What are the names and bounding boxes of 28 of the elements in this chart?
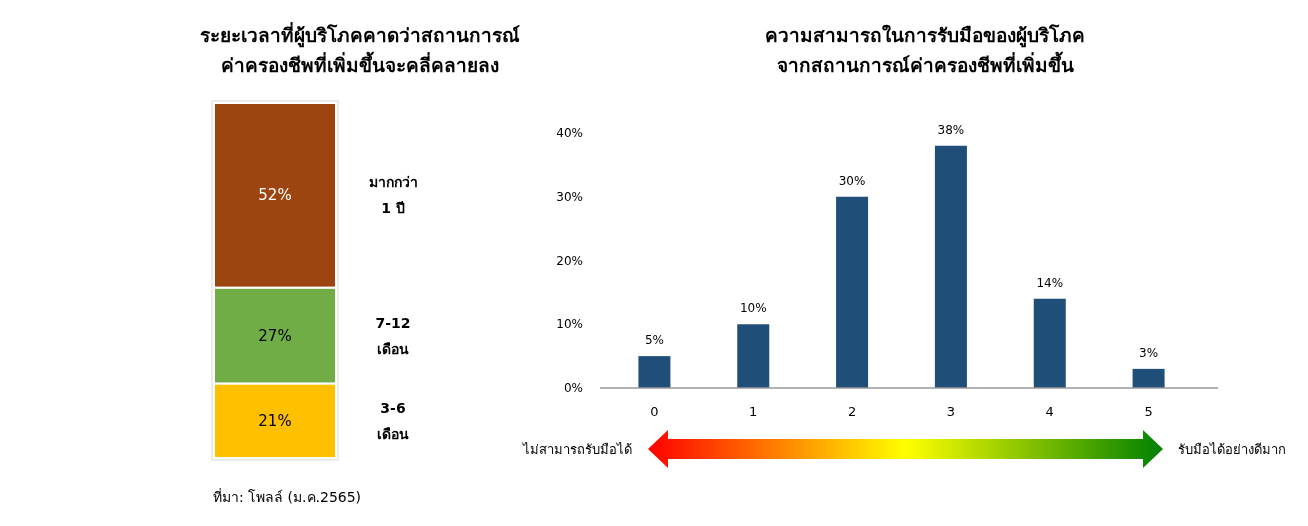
data-label: 5% bbox=[644, 333, 664, 348]
y-tick-label: 0% bbox=[563, 381, 583, 395]
text: 7-12 เดือน bbox=[375, 314, 411, 357]
chart-title: ระยะเวลาที่ผู้บริโภคคาดว่าสถานการณ์ ค่าครองชีพที่เพิ่มขึ้นจะคลี่คลายลง bbox=[200, 22, 520, 76]
text: มากกว่า 1 ปี bbox=[368, 174, 418, 217]
text: ที่มา: โพลล์ (ม.ค.2565) bbox=[213, 488, 362, 505]
data-label: 27% bbox=[258, 326, 292, 345]
text: 3-6 เดือน bbox=[377, 399, 409, 442]
x-tick-label: 4 bbox=[1045, 404, 1054, 419]
x-tick-label: 5 bbox=[1144, 404, 1153, 419]
data-label: 30% bbox=[838, 173, 866, 188]
chart-title: ความสามารถในการรับมือของผู้บริโภค จากสถานการณ์ค่าครองชีพที่เพิ่มขึ้น bbox=[765, 24, 1085, 76]
y-tick-label: 10% bbox=[556, 317, 583, 332]
x-tick-label: 3 bbox=[946, 404, 956, 419]
text: รับมือได้อย่างดีมาก bbox=[1178, 442, 1286, 457]
data-label: 21% bbox=[258, 411, 292, 430]
data-label: 38% bbox=[937, 122, 965, 137]
x-tick-label: 0 bbox=[650, 404, 659, 419]
data-label: 52% bbox=[258, 186, 292, 205]
y-tick-label: 20% bbox=[556, 253, 583, 268]
x-tick-label: 1 bbox=[749, 404, 758, 419]
y-tick-label: 40% bbox=[556, 126, 583, 140]
text: ไม่สามารถรับมือได้ bbox=[522, 442, 632, 457]
data-label: 3% bbox=[1139, 345, 1159, 360]
data-label: 10% bbox=[739, 301, 767, 316]
data-label: 14% bbox=[1036, 275, 1064, 290]
x-tick-label: 2 bbox=[847, 404, 857, 419]
y-tick-label: 30% bbox=[556, 189, 583, 204]
